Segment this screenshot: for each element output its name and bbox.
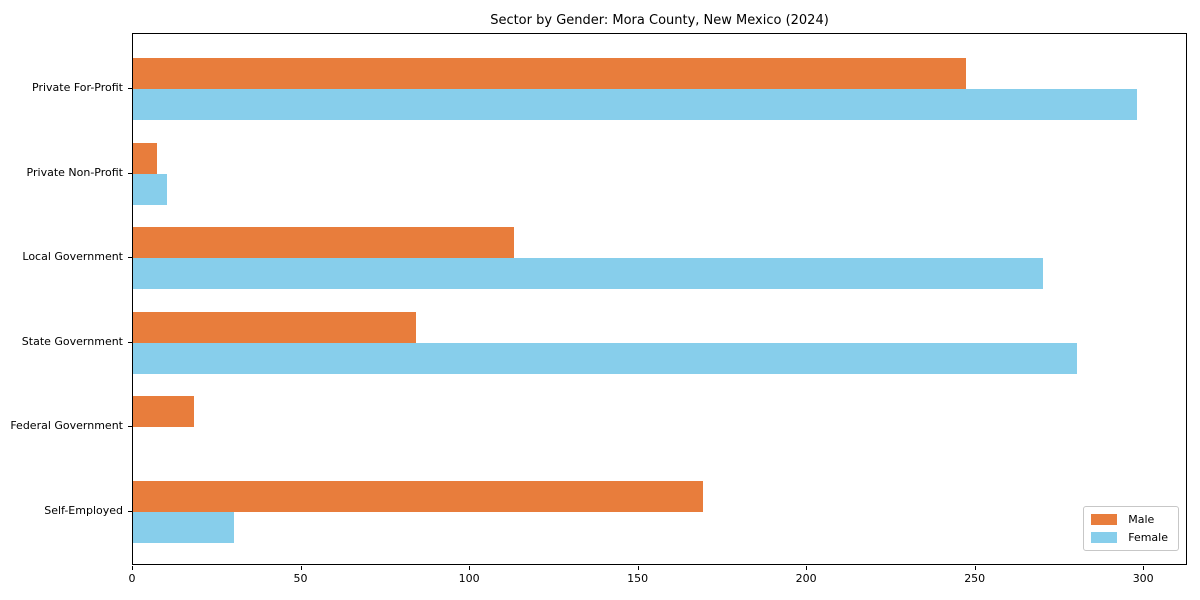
x-tick-mark [637,566,639,570]
x-tick-label-300: 300 [1132,572,1154,585]
y-tick-mark [128,88,132,89]
legend-swatch-male [1091,514,1118,525]
y-tick-label-state-government: State Government [21,334,123,348]
y-tick-mark [128,257,132,258]
bar-female-self-employed [133,511,235,543]
legend-swatch-female [1091,532,1118,543]
y-tick-label-self-employed: Self-Employed [44,503,123,517]
x-tick-label-250: 250 [964,572,986,585]
bar-female-private-for-profit [133,89,1138,120]
bar-male-federal-government [133,396,194,427]
y-tick-mark [128,426,132,427]
x-tick-label-50: 50 [293,572,308,585]
y-tick-label-local-government: Local Government [22,250,123,263]
x-tick-mark [132,566,133,570]
y-tick-mark [128,510,132,512]
bar-female-state-government [133,342,1077,374]
legend-item-female: Female [1091,532,1168,543]
bar-male-private-non-profit [133,142,157,174]
bar-male-local-government [133,227,514,258]
legend-item-male: Male [1091,514,1168,525]
chart-title: Sector by Gender: Mora County, New Mexic… [490,13,829,28]
x-tick-label-0: 0 [128,572,136,585]
x-tick-mark [1143,566,1145,570]
x-tick-mark [974,566,976,570]
bar-male-private-for-profit [133,58,966,89]
y-tick-label-private-for-profit: Private For-Profit [32,81,123,94]
y-tick-mark [128,172,132,174]
y-tick-label-private-non-profit: Private Non-Profit [26,165,123,179]
x-tick-label-200: 200 [795,572,817,585]
y-tick-mark [128,341,132,343]
bar-male-state-government [133,311,417,343]
x-tick-label-100: 100 [458,572,480,585]
x-tick-mark [469,566,471,570]
bar-female-private-non-profit [133,173,167,205]
x-tick-mark [806,566,808,570]
plot-area: Male Female [132,33,1187,565]
x-tick-label-150: 150 [627,572,649,585]
bar-female-local-government [133,258,1044,289]
legend: Male Female [1083,506,1179,551]
legend-label-male: Male [1128,513,1155,526]
bar-male-self-employed [133,480,703,512]
x-tick-mark [300,566,302,570]
legend-label-female: Female [1128,531,1168,544]
y-tick-label-federal-government: Federal Government [10,419,123,432]
